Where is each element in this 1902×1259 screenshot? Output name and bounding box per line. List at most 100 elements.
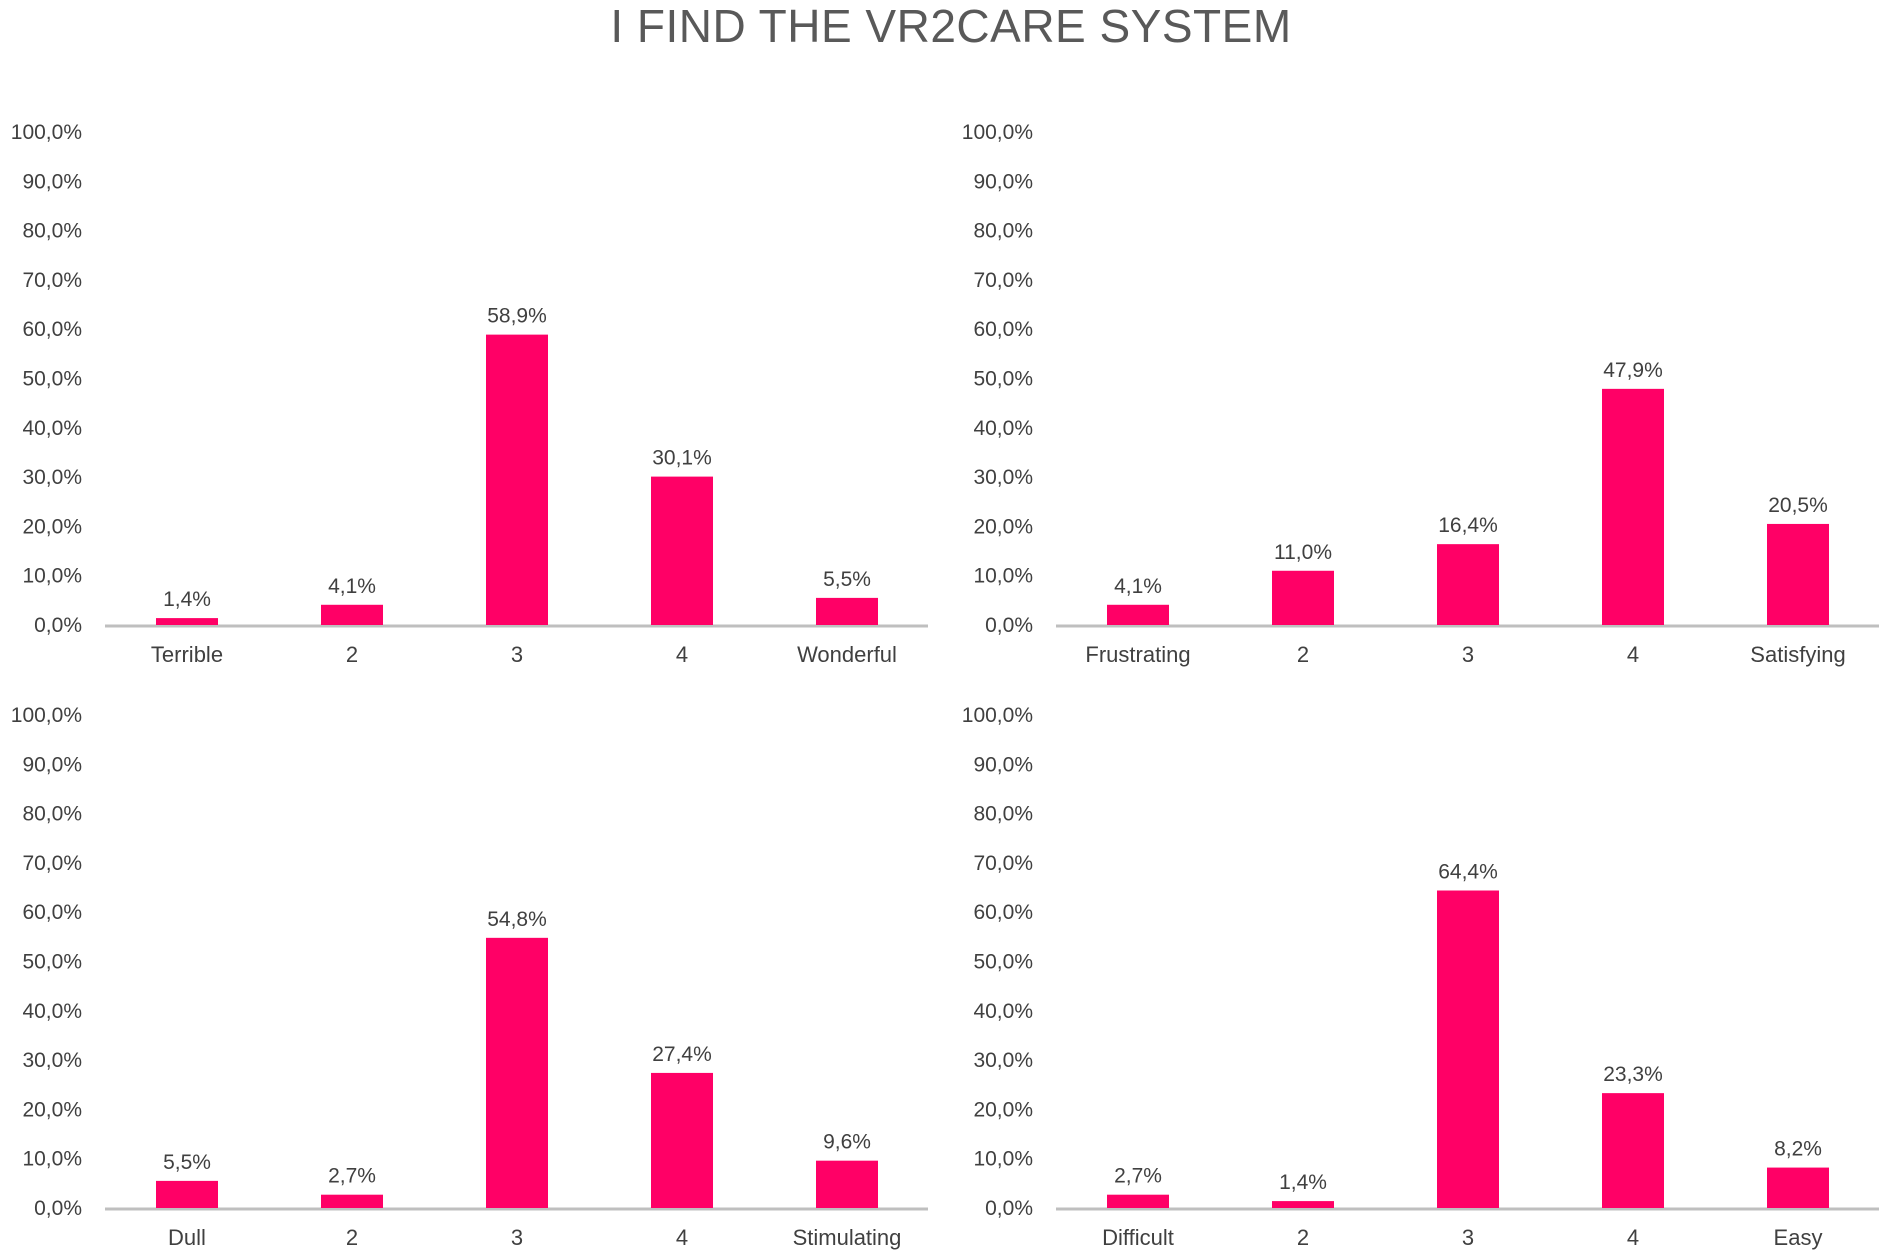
y-tick-label: 40,0% xyxy=(973,1000,1033,1023)
category-label: 3 xyxy=(1462,642,1474,667)
y-tick-label: 60,0% xyxy=(973,901,1033,924)
data-label: 58,9% xyxy=(487,305,547,328)
bar xyxy=(321,604,383,625)
data-label: 1,4% xyxy=(163,588,211,611)
category-label: 2 xyxy=(1297,642,1309,667)
y-tick-label: 20,0% xyxy=(22,515,82,538)
y-tick-label: 70,0% xyxy=(22,269,82,292)
data-label: 8,2% xyxy=(1774,1138,1822,1161)
y-tick-label: 80,0% xyxy=(973,220,1033,243)
category-label: 4 xyxy=(676,1225,688,1250)
data-label: 1,4% xyxy=(1279,1171,1327,1194)
bar xyxy=(1272,1201,1334,1208)
y-tick-label: 100,0% xyxy=(11,121,82,144)
category-label: 2 xyxy=(346,1225,358,1250)
y-tick-label: 70,0% xyxy=(973,269,1033,292)
category-label: 3 xyxy=(511,642,523,667)
data-label: 54,8% xyxy=(487,908,547,931)
category-label: Terrible xyxy=(151,642,223,667)
bar xyxy=(486,334,548,625)
y-tick-label: 30,0% xyxy=(973,1049,1033,1072)
category-label: 4 xyxy=(1627,642,1639,667)
data-label: 2,7% xyxy=(328,1165,376,1188)
data-label: 23,3% xyxy=(1603,1063,1663,1086)
y-tick-label: 90,0% xyxy=(973,753,1033,776)
bar xyxy=(1107,604,1169,625)
y-tick-label: 90,0% xyxy=(22,753,82,776)
bar xyxy=(156,618,218,625)
y-tick-label: 10,0% xyxy=(973,565,1033,588)
y-tick-label: 50,0% xyxy=(22,368,82,391)
category-label: 2 xyxy=(346,642,358,667)
y-tick-label: 50,0% xyxy=(973,368,1033,391)
category-label: 2 xyxy=(1297,1225,1309,1250)
data-label: 4,1% xyxy=(328,575,376,598)
data-label: 64,4% xyxy=(1438,861,1498,884)
bar xyxy=(651,1072,713,1208)
y-tick-label: 60,0% xyxy=(22,318,82,341)
y-tick-label: 100,0% xyxy=(962,704,1033,727)
page-title: I FIND THE VR2CARE SYSTEM xyxy=(610,0,1292,52)
category-label: 4 xyxy=(676,642,688,667)
bar xyxy=(651,476,713,625)
bar xyxy=(816,1160,878,1208)
data-label: 5,5% xyxy=(163,1151,211,1174)
bar xyxy=(1767,523,1829,625)
y-tick-label: 40,0% xyxy=(22,417,82,440)
y-tick-label: 50,0% xyxy=(973,951,1033,974)
category-label: 3 xyxy=(1462,1225,1474,1250)
y-tick-label: 30,0% xyxy=(22,1049,82,1072)
y-tick-label: 30,0% xyxy=(22,466,82,489)
category-label: Dull xyxy=(168,1225,206,1250)
y-tick-label: 80,0% xyxy=(22,220,82,243)
y-tick-label: 0,0% xyxy=(985,1197,1033,1220)
bar xyxy=(1437,544,1499,625)
y-tick-label: 10,0% xyxy=(973,1148,1033,1171)
category-label: Satisfying xyxy=(1750,642,1845,667)
y-tick-label: 20,0% xyxy=(973,1098,1033,1121)
y-tick-label: 90,0% xyxy=(973,170,1033,193)
data-label: 20,5% xyxy=(1768,494,1828,517)
y-tick-label: 10,0% xyxy=(22,1148,82,1171)
category-label: Wonderful xyxy=(797,642,897,667)
y-tick-label: 100,0% xyxy=(11,704,82,727)
bar xyxy=(1602,388,1664,625)
y-tick-label: 60,0% xyxy=(973,318,1033,341)
bar xyxy=(1767,1167,1829,1208)
y-tick-label: 20,0% xyxy=(973,515,1033,538)
category-label: 4 xyxy=(1627,1225,1639,1250)
y-tick-label: 80,0% xyxy=(973,803,1033,826)
bar xyxy=(1272,570,1334,625)
category-label: Frustrating xyxy=(1085,642,1190,667)
y-tick-label: 80,0% xyxy=(22,803,82,826)
chart-bottom-left: 0,0% 10,0% 20,0% 30,0% 40,0% 50,0% 60,0% 70,0% 8… xyxy=(11,704,928,1250)
y-tick-label: 60,0% xyxy=(22,901,82,924)
y-tick-label: 40,0% xyxy=(973,417,1033,440)
category-label: Stimulating xyxy=(793,1225,902,1250)
chart-top-right: 0,0% 10,0% 20,0% 30,0% 40,0% 50,0% 60,0% 70,0% 8… xyxy=(962,121,1879,667)
data-label: 47,9% xyxy=(1603,359,1663,382)
category-label: Difficult xyxy=(1102,1225,1174,1250)
data-label: 30,1% xyxy=(652,447,712,470)
data-label: 11,0% xyxy=(1274,541,1332,564)
bar xyxy=(1437,890,1499,1208)
y-tick-label: 70,0% xyxy=(22,852,82,875)
data-label: 5,5% xyxy=(823,568,871,591)
chart-top-left: 0,0% 10,0% 20,0% 30,0% 40,0% 50,0% 60,0% 70,0% 8… xyxy=(11,121,928,667)
bar xyxy=(486,937,548,1208)
y-tick-label: 0,0% xyxy=(34,1197,82,1220)
chart-bottom-right: 0,0% 10,0% 20,0% 30,0% 40,0% 50,0% 60,0% 70,0% 8… xyxy=(962,704,1879,1250)
bar xyxy=(816,597,878,625)
bar xyxy=(1602,1093,1664,1208)
bar xyxy=(321,1194,383,1208)
y-tick-label: 0,0% xyxy=(985,614,1033,637)
data-label: 2,7% xyxy=(1114,1165,1162,1188)
y-tick-label: 50,0% xyxy=(22,951,82,974)
y-tick-label: 20,0% xyxy=(22,1098,82,1121)
data-label: 16,4% xyxy=(1438,514,1498,537)
y-tick-label: 90,0% xyxy=(22,170,82,193)
category-label: 3 xyxy=(511,1225,523,1250)
data-label: 27,4% xyxy=(652,1043,712,1066)
bar xyxy=(156,1180,218,1208)
y-tick-label: 0,0% xyxy=(34,614,82,637)
